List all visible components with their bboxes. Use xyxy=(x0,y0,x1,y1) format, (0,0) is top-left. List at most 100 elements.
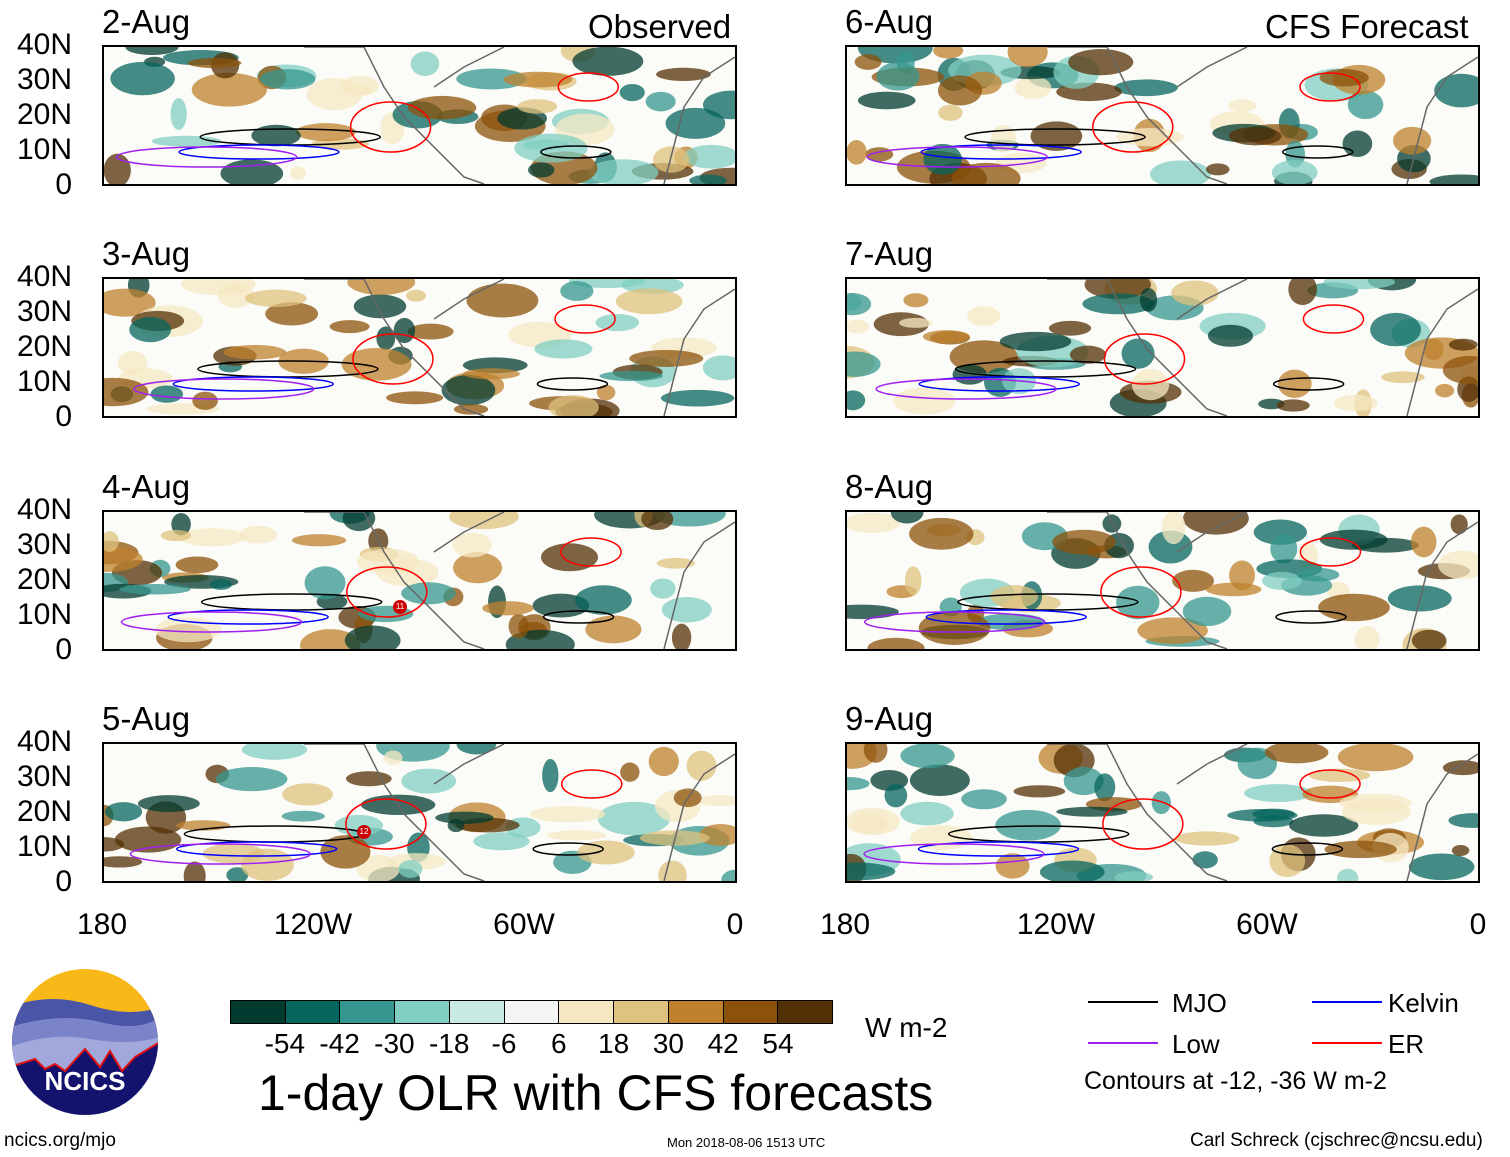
olr-anomaly-blob xyxy=(1205,163,1230,176)
olr-anomaly-blob xyxy=(104,531,119,552)
olr-anomaly-blob xyxy=(104,546,143,573)
olr-anomaly-blob xyxy=(171,513,191,536)
forecast-map-panel xyxy=(845,277,1480,418)
olr-anomaly-blob xyxy=(1102,514,1122,533)
colorbar-tick-label: -42 xyxy=(319,1028,360,1059)
footer-url[interactable]: ncics.org/mjo xyxy=(4,1130,116,1151)
olr-anomaly-blob xyxy=(353,294,407,319)
olr-anomaly-blob xyxy=(407,323,454,340)
olr-anomaly-blob xyxy=(629,349,704,367)
olr-anomaly-blob xyxy=(541,543,599,572)
panel-date-label: 3-Aug xyxy=(102,235,191,272)
tropical-storm-marker: 11 xyxy=(393,600,407,614)
olr-anomaly-blob xyxy=(1269,844,1306,878)
olr-anomaly-blob xyxy=(1039,860,1105,881)
wave-contour xyxy=(532,842,604,856)
olr-anomaly-blob xyxy=(1308,768,1371,783)
colorbar-swatch xyxy=(340,1001,396,1023)
olr-anomaly-blob xyxy=(587,159,659,184)
olr-anomaly-blob xyxy=(1334,394,1378,412)
olr-anomaly-blob xyxy=(435,811,494,824)
olr-anomaly-blob xyxy=(847,390,866,411)
forecast-map-panel xyxy=(845,45,1480,186)
olr-anomaly-blob xyxy=(178,528,246,547)
olr-anomaly-blob xyxy=(456,744,497,755)
olr-anomaly-blob xyxy=(151,135,222,147)
olr-anomaly-blob xyxy=(1114,871,1153,881)
olr-anomaly-blob xyxy=(585,615,642,644)
olr-anomaly-blob xyxy=(671,623,692,649)
legend-mjo-label: MJO xyxy=(1172,988,1227,1018)
wave-contour xyxy=(175,841,338,857)
olr-anomaly-blob xyxy=(1014,76,1052,99)
olr-anomaly-blob xyxy=(347,279,416,295)
olr-anomaly-blob xyxy=(344,625,401,649)
olr-anomaly-blob xyxy=(376,326,396,351)
observed-map-panel xyxy=(102,742,737,883)
olr-anomaly-blob xyxy=(847,777,870,791)
olr-anomaly-blob xyxy=(452,532,492,558)
legend-kelvin-line xyxy=(1312,1001,1382,1003)
olr-anomaly-blob xyxy=(615,288,683,315)
colorbar-tick-label: 6 xyxy=(551,1028,567,1059)
coastline xyxy=(1047,279,1478,416)
olr-anomaly-blob xyxy=(1244,784,1312,803)
olr-anomaly-blob xyxy=(721,869,735,881)
olr-anomaly-blob xyxy=(1007,47,1048,68)
colorbar-swatch xyxy=(668,1001,724,1023)
olr-anomaly-blob xyxy=(192,391,218,410)
olr-anomaly-blob xyxy=(449,512,519,530)
coastline xyxy=(1047,512,1478,649)
panel-date-label: 9-Aug xyxy=(845,700,934,737)
olr-anomaly-blob xyxy=(596,384,616,401)
olr-anomaly-blob xyxy=(937,75,983,106)
panel-date-label: 4-Aug xyxy=(102,468,191,505)
y-tick-label: 30N xyxy=(16,295,72,328)
wave-contour xyxy=(1302,304,1365,334)
olr-anomaly-blob xyxy=(1411,629,1447,649)
olr-anomaly-blob xyxy=(577,840,635,865)
olr-anomaly-blob xyxy=(1339,793,1412,812)
olr-anomaly-blob xyxy=(656,557,696,569)
olr-anomaly-blob xyxy=(900,801,954,826)
olr-anomaly-blob xyxy=(534,339,593,359)
wave-contour xyxy=(560,537,622,567)
colorbar-tick-label: 42 xyxy=(707,1028,739,1059)
x-tick-label: 120W xyxy=(273,908,353,941)
olr-anomaly-blob xyxy=(1408,853,1475,881)
x-tick-label: 180 xyxy=(819,908,871,941)
olr-anomaly-blob xyxy=(407,95,477,120)
y-tick-label: 10N xyxy=(16,365,72,398)
wave-contour xyxy=(957,593,1139,611)
olr-anomaly-blob xyxy=(320,835,371,869)
wave-contour xyxy=(346,566,428,618)
olr-anomaly-blob xyxy=(1450,514,1468,535)
olr-anomaly-blob xyxy=(503,71,573,88)
olr-anomaly-blob xyxy=(1068,48,1134,76)
footer-credit: Carl Schreck (cjschrec@ncsu.edu) xyxy=(1190,1130,1483,1151)
footer-timestamp: Mon 2018-08-06 1513 UTC xyxy=(667,1135,826,1150)
wave-contour xyxy=(540,145,612,159)
olr-anomaly-blob xyxy=(1319,68,1369,87)
wave-contour xyxy=(863,611,1046,633)
wave-contour xyxy=(954,360,1137,378)
olr-anomaly-blob xyxy=(847,512,901,533)
colorbar-swatch xyxy=(285,1001,341,1023)
y-tick-label: 20N xyxy=(16,98,72,131)
olr-anomaly-blob xyxy=(650,578,676,599)
olr-anomaly-blob xyxy=(1131,368,1170,401)
olr-anomaly-blob xyxy=(847,140,867,165)
wave-contour xyxy=(875,378,1057,400)
ncics-logo[interactable]: NCICS xyxy=(10,967,160,1122)
olr-anomaly-blob xyxy=(548,395,599,416)
olr-anomaly-blob xyxy=(918,611,991,645)
colorbar-units: W m-2 xyxy=(865,1012,948,1043)
colorbar-tick-label: 30 xyxy=(652,1028,684,1059)
olr-anomaly-blob xyxy=(1429,174,1478,184)
olr-anomaly-blob xyxy=(1052,529,1116,555)
olr-anomaly-blob xyxy=(1435,383,1455,398)
legend-low-line xyxy=(1088,1042,1158,1044)
olr-anomaly-blob xyxy=(1451,845,1470,856)
olr-anomaly-blob xyxy=(546,830,607,841)
olr-anomaly-blob xyxy=(482,601,534,616)
